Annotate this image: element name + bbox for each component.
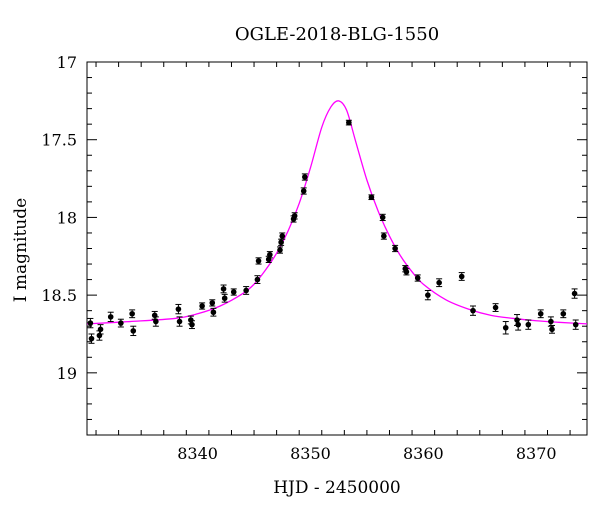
data-point [209,300,216,306]
data-point [221,295,228,302]
data-point [470,307,476,314]
data-point [414,275,421,281]
data-point [425,292,431,298]
data-point [436,279,442,286]
data-point [130,328,137,334]
data-point [87,320,94,326]
x-tick-label: 8370 [516,444,557,463]
data-point [210,309,217,316]
data-point [560,310,567,317]
data-point [502,324,509,331]
data-point [254,276,261,283]
data-point [537,310,544,317]
y-tick-label: 18.5 [41,286,77,305]
data-point [107,314,114,320]
data-point [571,290,578,297]
data-point [549,326,555,333]
data-point [97,326,104,333]
x-axis-label: HJD - 2450000 [273,478,401,498]
data-point [175,306,182,312]
plot-frame [86,61,588,436]
data-point [279,233,286,239]
y-tick-label: 17 [57,53,77,72]
y-tick-label: 18 [57,208,77,227]
data-point [176,318,183,325]
data-point [199,303,205,309]
y-tick-label: 17.5 [41,131,77,150]
data-point [267,251,273,258]
data-point [118,320,124,326]
data-point [255,258,262,264]
x-tick-label: 8360 [403,444,444,463]
data-point [291,213,298,219]
data-point [368,194,375,201]
y-tick-label: 19 [57,364,77,383]
data-point [379,214,386,221]
data-point [300,188,307,194]
data-point [515,321,521,328]
data-point [392,245,398,252]
data-point [572,321,579,328]
plot-area: 8340 8350 8360 8370 17 17.5 18 18.5 19 [41,53,588,463]
data-point [548,318,554,325]
data-point [189,321,195,328]
data-point [129,310,135,317]
data-point [188,317,194,323]
data-point [278,239,284,246]
data-point [346,119,352,126]
data-point [403,269,410,275]
data-point [514,317,520,323]
data-point [88,335,95,342]
x-tick-label: 8350 [290,444,331,463]
data-point [230,289,237,295]
data-point [302,174,308,180]
data-point [525,321,532,328]
data-point [381,233,387,239]
chart-title: OGLE-2018-BLG-1550 [235,24,439,45]
y-axis-label: I magnitude [11,198,31,302]
x-tick-label: 8340 [177,444,218,463]
data-point [458,273,465,280]
data-point [153,318,159,325]
data-point [277,247,283,253]
model-curve [87,100,587,325]
data-point [243,287,249,294]
data-point [220,286,227,292]
data-point [492,304,499,311]
